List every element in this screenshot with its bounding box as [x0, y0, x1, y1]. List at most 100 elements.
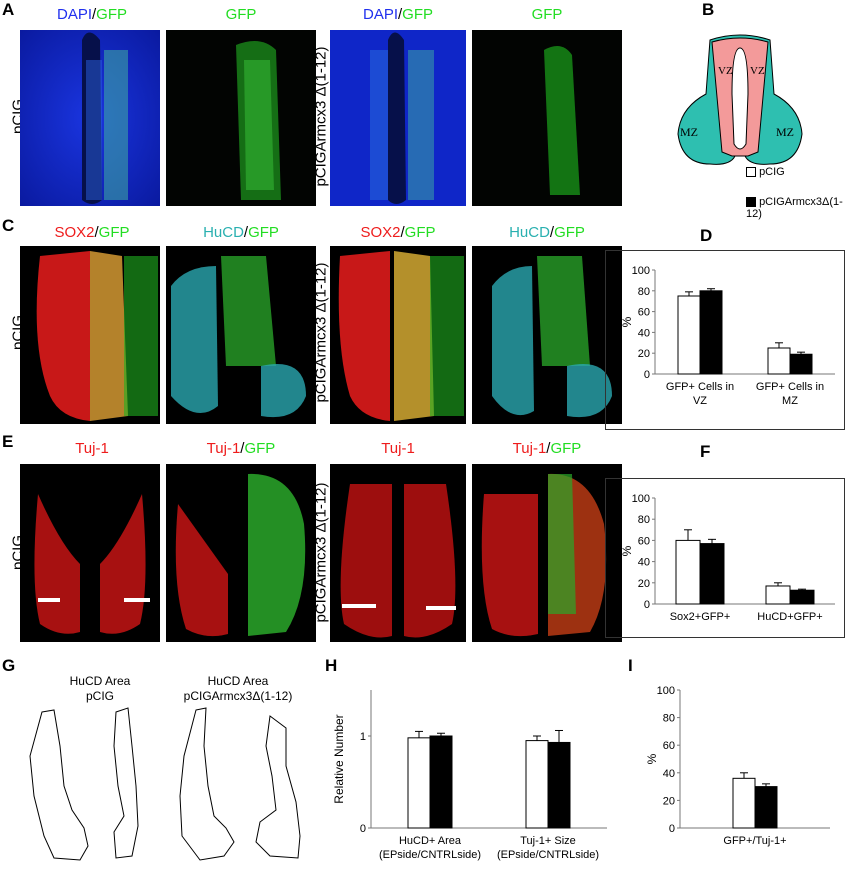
micrograph-a-dapi-gfp-pcig — [20, 30, 160, 206]
y-tick-label: 40 — [638, 327, 650, 339]
title-part: GFP — [244, 440, 276, 457]
panel-c-title-4: HuCD/GFP — [472, 224, 622, 241]
category-label: VZ — [693, 395, 707, 407]
panel-a-title-1: DAPI/GFP — [22, 6, 162, 23]
y-tick-label: 0 — [644, 599, 650, 611]
y-tick-label: 100 — [657, 685, 675, 697]
chart-f: 0 20 40 60 80 100% Sox2+GFP+ HuCD+GFP+ — [605, 478, 845, 638]
title-part: GFP — [96, 6, 128, 23]
outline-pcig-left — [29, 709, 89, 861]
y-axis-label: % — [620, 545, 634, 556]
zone-label-mz-left: MZ — [680, 125, 698, 139]
category-label: GFP+ Cells in — [666, 381, 734, 393]
category-label: (EPside/CNTRLside) — [379, 849, 481, 861]
micrograph-e-tuj1-gfp-mutant — [472, 464, 622, 642]
micrograph-a-gfp-pcig — [166, 30, 316, 206]
y-axis-label: % — [620, 316, 634, 327]
y-tick-label: 40 — [663, 768, 675, 780]
micrograph-e-tuj1-pcig — [20, 464, 160, 642]
title-part: / — [400, 224, 405, 241]
bar — [699, 290, 723, 375]
panel-c-title-2: HuCD/GFP — [166, 224, 316, 241]
y-tick-label: 60 — [663, 740, 675, 752]
panel-label-d: D — [700, 226, 713, 245]
category-label: HuCD+GFP+ — [757, 611, 822, 623]
bar — [407, 737, 431, 829]
legend-item-pcig: pCIG — [746, 166, 785, 178]
scale-bar — [426, 606, 456, 610]
title-part: / — [546, 440, 551, 457]
panel-c-title-1: SOX2/GFP — [22, 224, 162, 241]
micrograph-e-tuj1-gfp-pcig — [166, 464, 316, 642]
panel-e-title-4: Tuj-1/GFP — [472, 440, 622, 457]
y-tick-label: 80 — [663, 713, 675, 725]
y-tick-label: 100 — [632, 493, 650, 505]
scale-bar — [38, 598, 60, 602]
micrograph-a-gfp-mutant — [472, 30, 622, 206]
y-tick-label: 20 — [638, 578, 650, 590]
bar — [677, 295, 701, 375]
title-line: HuCD Area — [207, 674, 269, 688]
bar — [767, 347, 791, 375]
panel-g-title-left: HuCD Area pCIG — [40, 674, 160, 704]
y-tick-label: 20 — [638, 348, 650, 360]
zone-label-mz-right: MZ — [776, 125, 794, 139]
micrograph-c-sox2-gfp-mutant — [330, 246, 466, 424]
micrograph-e-tuj1-mutant — [330, 464, 466, 642]
title-part: DAPI — [56, 6, 92, 23]
micrograph-c-hucd-gfp-pcig — [166, 246, 316, 424]
zone-label-vz-left: VZ — [718, 65, 733, 77]
bar — [525, 740, 549, 829]
y-tick-label: 80 — [638, 286, 650, 298]
y-tick-label: 60 — [638, 307, 650, 319]
scale-bar — [124, 598, 150, 602]
micrograph-c-hucd-gfp-mutant — [472, 246, 622, 424]
chart-d: 0 20 40 60 80 100% GFP+ Cells in VZ GFP+ Cells i… — [605, 250, 845, 430]
bar — [732, 777, 756, 829]
title-part: / — [240, 440, 245, 457]
bar — [789, 353, 813, 375]
panel-label-b: B — [702, 0, 715, 19]
bar — [765, 585, 791, 605]
title-part: GFP — [98, 224, 130, 241]
panel-label-e: E — [2, 432, 14, 451]
title-part: GFP — [531, 6, 563, 23]
bar — [754, 786, 778, 829]
micrograph-c-sox2-gfp-pcig — [20, 246, 160, 424]
panel-label-f: F — [700, 442, 711, 461]
title-part: GFP — [248, 224, 279, 241]
title-line: pCIG — [85, 689, 114, 703]
legend-text: pCIG — [759, 166, 785, 178]
panel-c-title-3: SOX2/GFP — [330, 224, 466, 241]
category-label: GFP+ Cells in — [756, 381, 824, 393]
category-label: GFP+/Tuj-1+ — [723, 835, 786, 847]
micrograph-a-dapi-gfp-mutant — [330, 30, 466, 206]
outline-mutant-right — [255, 715, 301, 859]
title-line: HuCD Area — [69, 674, 131, 688]
category-label: HuCD+ Area — [399, 835, 462, 847]
title-part: / — [92, 6, 97, 23]
title-part: / — [94, 224, 99, 241]
y-tick-label: 60 — [638, 535, 650, 547]
category-label: MZ — [782, 395, 798, 407]
legend-swatch-white — [746, 167, 756, 178]
category-label: (EPside/CNTRLside) — [497, 849, 599, 861]
chart-frame — [605, 250, 845, 430]
panel-label-g: G — [2, 656, 16, 675]
zone-label-vz-right: VZ — [750, 65, 765, 77]
y-tick-label: 100 — [632, 265, 650, 277]
title-part: SOX2 — [54, 224, 95, 241]
bar — [699, 543, 725, 605]
canal-shape — [731, 47, 749, 150]
title-part: GFP — [554, 224, 585, 241]
hucd-outlines — [29, 707, 301, 861]
title-part: GFP — [225, 6, 257, 23]
category-label: Tuj-1+ Size — [520, 835, 576, 847]
title-part: DAPI — [362, 6, 398, 23]
title-part: HuCD — [203, 224, 244, 241]
bar — [547, 741, 571, 829]
y-axis-label: Relative Number — [332, 714, 346, 803]
y-axis-label: % — [645, 753, 659, 764]
outline-pcig-right — [113, 707, 139, 859]
title-part: / — [549, 224, 555, 241]
